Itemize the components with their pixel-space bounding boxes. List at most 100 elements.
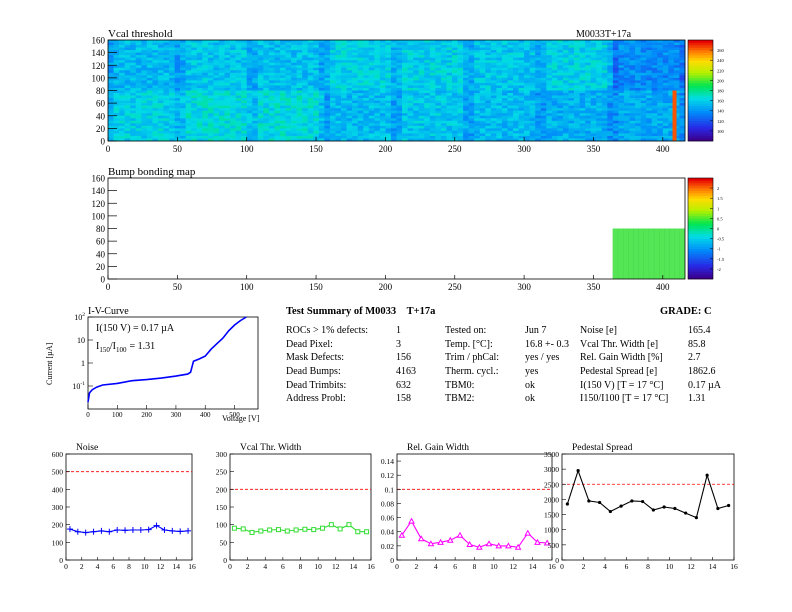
heatmap-cell <box>657 40 664 43</box>
heatmap-cell <box>285 118 292 122</box>
heatmap-cell <box>352 108 358 111</box>
heatmap-cell <box>418 135 425 139</box>
heatmap-cell <box>335 72 342 76</box>
heatmap-cell <box>352 65 358 69</box>
heatmap-cell <box>352 113 358 117</box>
heatmap-cell <box>557 108 564 111</box>
heatmap-cell <box>119 115 125 119</box>
heatmap-cell <box>157 72 164 76</box>
heatmap-cell <box>379 128 386 132</box>
heatmap-cell <box>540 47 547 51</box>
heatmap-cell <box>468 42 475 46</box>
heatmap-cell <box>568 40 575 43</box>
palette-step <box>688 123 713 127</box>
heatmap-cell <box>263 113 270 117</box>
heatmap-cell <box>485 50 492 53</box>
heatmap-cell <box>407 105 414 109</box>
heatmap-cell <box>529 60 536 64</box>
heatmap-cell <box>579 70 586 74</box>
heatmap-cell <box>557 110 564 114</box>
heatmap-cell <box>607 135 614 139</box>
heatmap-cell <box>213 80 220 84</box>
heatmap-cell <box>346 55 353 58</box>
heatmap-cell <box>546 77 553 81</box>
heatmap-cell <box>352 67 358 71</box>
heatmap-cell <box>501 133 508 137</box>
heatmap-cell <box>230 67 236 71</box>
heatmap-cell <box>130 55 137 58</box>
heatmap-cell <box>230 85 236 89</box>
heatmap-cell <box>379 138 386 142</box>
summary-value: 165.4 <box>688 325 711 336</box>
heatmap-cell <box>413 115 419 119</box>
heatmap-cell <box>108 128 114 132</box>
heatmap-cell <box>629 72 636 76</box>
heatmap-cell <box>640 42 647 46</box>
heatmap-cell <box>551 45 558 48</box>
heatmap-cell <box>635 118 641 122</box>
heatmap-cell <box>130 123 137 127</box>
heatmap-cell <box>457 138 464 142</box>
heatmap-cell <box>274 103 281 106</box>
heatmap-cell <box>529 118 536 122</box>
heatmap-cell <box>352 77 358 81</box>
summary-title-module: T+17a <box>406 306 436 317</box>
heatmap-cell <box>457 65 464 69</box>
heatmap-cell <box>313 110 320 114</box>
heatmap-cell <box>407 113 414 117</box>
heatmap-cell <box>235 45 242 48</box>
heatmap-cell <box>268 105 275 109</box>
heatmap-cell <box>390 85 397 89</box>
summary-value: 158 <box>396 393 411 405</box>
heatmap-cell <box>651 70 658 74</box>
heatmap-cell <box>574 135 580 139</box>
heatmap-cell <box>346 42 353 46</box>
palette-step <box>688 225 713 229</box>
heatmap-cell <box>407 42 414 46</box>
palette-tick-label: 200 <box>717 78 725 83</box>
heatmap-cell <box>169 128 175 132</box>
heatmap-cell <box>302 85 309 89</box>
heatmap-cell <box>546 115 553 119</box>
heatmap-cell <box>540 45 547 48</box>
heatmap-cell <box>640 133 647 137</box>
heatmap-cell <box>119 77 125 81</box>
heatmap-cell <box>646 90 653 94</box>
heatmap-cell <box>568 52 575 56</box>
palette-step <box>688 110 713 114</box>
heatmap-cell <box>579 57 586 61</box>
heatmap-cell <box>601 133 608 137</box>
heatmap-cell <box>618 103 625 106</box>
heatmap-cell <box>196 128 203 132</box>
heatmap-cell <box>396 113 403 117</box>
heatmap-cell <box>518 90 525 94</box>
heatmap-cell <box>529 40 536 43</box>
heatmap-cell <box>551 62 558 66</box>
heatmap-cell <box>679 55 686 58</box>
heatmap-cell <box>679 40 686 43</box>
heatmap-cell <box>213 133 220 137</box>
heatmap-cell <box>407 62 414 66</box>
heatmap-cell <box>612 103 619 106</box>
heatmap-cell <box>518 130 525 134</box>
heatmap-cell <box>679 113 686 117</box>
heatmap-cell <box>513 105 519 109</box>
heatmap-cell <box>157 110 164 114</box>
heatmap-cell <box>402 55 408 58</box>
heatmap-cell <box>180 62 186 66</box>
heatmap-cell <box>252 77 259 81</box>
heatmap-cell <box>612 133 619 137</box>
heatmap-cell <box>562 57 569 61</box>
heatmap-cell <box>374 60 381 64</box>
heatmap-cell <box>374 135 381 139</box>
heatmap-cell <box>119 52 125 56</box>
heatmap-cell <box>141 100 148 104</box>
heatmap-cell <box>557 138 564 142</box>
heatmap-cell <box>274 55 281 58</box>
heatmap-cell <box>612 72 619 76</box>
heatmap-cell <box>124 52 131 56</box>
heatmap-cell <box>635 57 641 61</box>
heatmap-cell <box>274 85 281 89</box>
heatmap-cell <box>396 40 403 43</box>
